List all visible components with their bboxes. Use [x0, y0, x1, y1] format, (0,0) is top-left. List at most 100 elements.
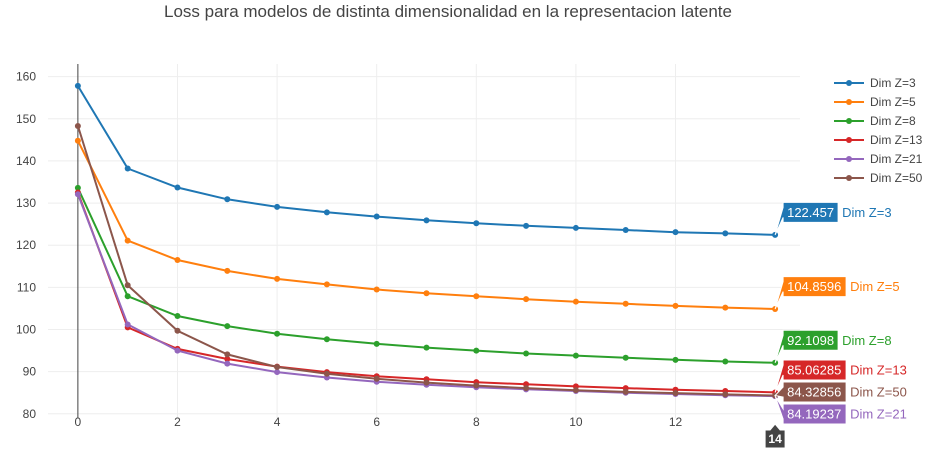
data-point	[473, 220, 480, 227]
hover-label: 92.1098 Dim Z=8	[774, 329, 892, 364]
data-point	[124, 293, 131, 300]
legend-swatch-marker	[846, 80, 852, 86]
hover-label-box	[774, 359, 847, 393]
data-point	[572, 224, 579, 231]
data-point	[174, 327, 181, 334]
data-point	[523, 385, 530, 392]
x-tick-label: 2	[174, 415, 181, 429]
data-point	[174, 347, 181, 354]
x-tick-label: 10	[569, 415, 583, 429]
data-point	[124, 321, 131, 328]
legend-swatch-marker	[846, 118, 852, 124]
data-point	[622, 227, 629, 234]
x-hover-label: 14	[764, 423, 786, 449]
data-point	[523, 350, 530, 357]
legend-swatch-marker	[846, 175, 852, 181]
hover-label-name: Dim Z=3	[842, 205, 891, 220]
data-point	[523, 296, 530, 303]
series-dim-z-3	[74, 82, 779, 238]
hover-label-name: Dim Z=13	[850, 363, 907, 378]
data-point	[373, 286, 380, 293]
data-point	[224, 351, 231, 358]
data-point	[174, 313, 181, 320]
data-point	[523, 222, 530, 229]
hover-label-value: 84.19237	[787, 407, 841, 422]
data-point	[274, 364, 281, 371]
hover-label: 85.06285 Dim Z=13	[774, 359, 907, 393]
data-point	[423, 344, 430, 351]
y-tick-label: 160	[16, 70, 36, 84]
data-point	[224, 323, 231, 330]
legend-swatch-marker	[846, 99, 852, 105]
data-point	[373, 375, 380, 382]
hover-label: 84.19237 Dim Z=21	[774, 395, 907, 425]
hover-label: 122.457 Dim Z=3	[774, 201, 892, 236]
data-point	[174, 184, 181, 191]
data-point	[274, 203, 281, 210]
series-dim-z-8	[74, 184, 779, 366]
y-tick-label: 110	[17, 280, 36, 294]
data-point	[323, 281, 330, 288]
data-point	[473, 293, 480, 300]
data-point	[722, 304, 729, 311]
legend-swatch-marker	[846, 137, 852, 143]
data-point	[622, 388, 629, 395]
data-point	[124, 282, 131, 289]
legend-label: Dim Z=13	[870, 133, 923, 147]
data-point	[672, 302, 679, 309]
data-point	[323, 370, 330, 377]
data-point	[722, 391, 729, 398]
data-point	[622, 300, 629, 307]
data-point	[722, 358, 729, 365]
y-tick-label: 90	[23, 365, 37, 379]
x-tick-label: 8	[473, 415, 480, 429]
x-hover-label-value: 14	[768, 432, 782, 446]
hover-label-box	[774, 381, 847, 403]
x-tick-label: 6	[373, 415, 380, 429]
data-point	[74, 184, 81, 191]
data-point	[224, 356, 231, 362]
hover-label-box	[774, 201, 839, 236]
hover-label-value: 84.32856	[787, 385, 841, 400]
data-point	[672, 390, 679, 397]
data-point	[622, 354, 629, 361]
y-tick-label: 130	[16, 196, 36, 210]
series-dim-z-50	[74, 122, 779, 399]
data-point	[373, 340, 380, 347]
y-tick-label: 100	[16, 323, 36, 337]
y-tick-label: 140	[16, 154, 36, 168]
data-point	[174, 256, 181, 263]
data-point	[572, 298, 579, 305]
data-point	[124, 165, 131, 172]
x-tick-label: 0	[75, 415, 82, 429]
data-point	[473, 382, 480, 389]
hover-label: 84.32856 Dim Z=50	[774, 381, 907, 403]
series-line	[76, 187, 776, 364]
data-point	[423, 379, 430, 386]
data-point	[224, 196, 231, 203]
data-point	[74, 122, 81, 129]
hover-label: 104.8596 Dim Z=5	[774, 276, 900, 310]
hover-label-box	[774, 395, 847, 425]
hover-label-name: Dim Z=21	[850, 407, 907, 422]
data-point	[672, 356, 679, 363]
legend-label: Dim Z=3	[870, 76, 916, 90]
hover-label-box	[774, 276, 847, 310]
legend-label: Dim Z=50	[870, 171, 923, 185]
data-point	[124, 237, 131, 244]
series-dim-z-5	[74, 137, 779, 313]
data-point	[274, 275, 281, 282]
hover-label-value: 92.1098	[787, 333, 834, 348]
series-line	[77, 140, 776, 310]
y-tick-label: 80	[23, 407, 37, 421]
hover-label-value: 122.457	[787, 205, 834, 220]
legend-label: Dim Z=21	[870, 152, 923, 166]
hover-label-box	[774, 329, 839, 364]
data-point	[224, 360, 231, 367]
x-tick-label: 12	[669, 415, 683, 429]
data-point	[224, 267, 231, 274]
data-point	[423, 217, 430, 224]
data-point	[323, 209, 330, 216]
